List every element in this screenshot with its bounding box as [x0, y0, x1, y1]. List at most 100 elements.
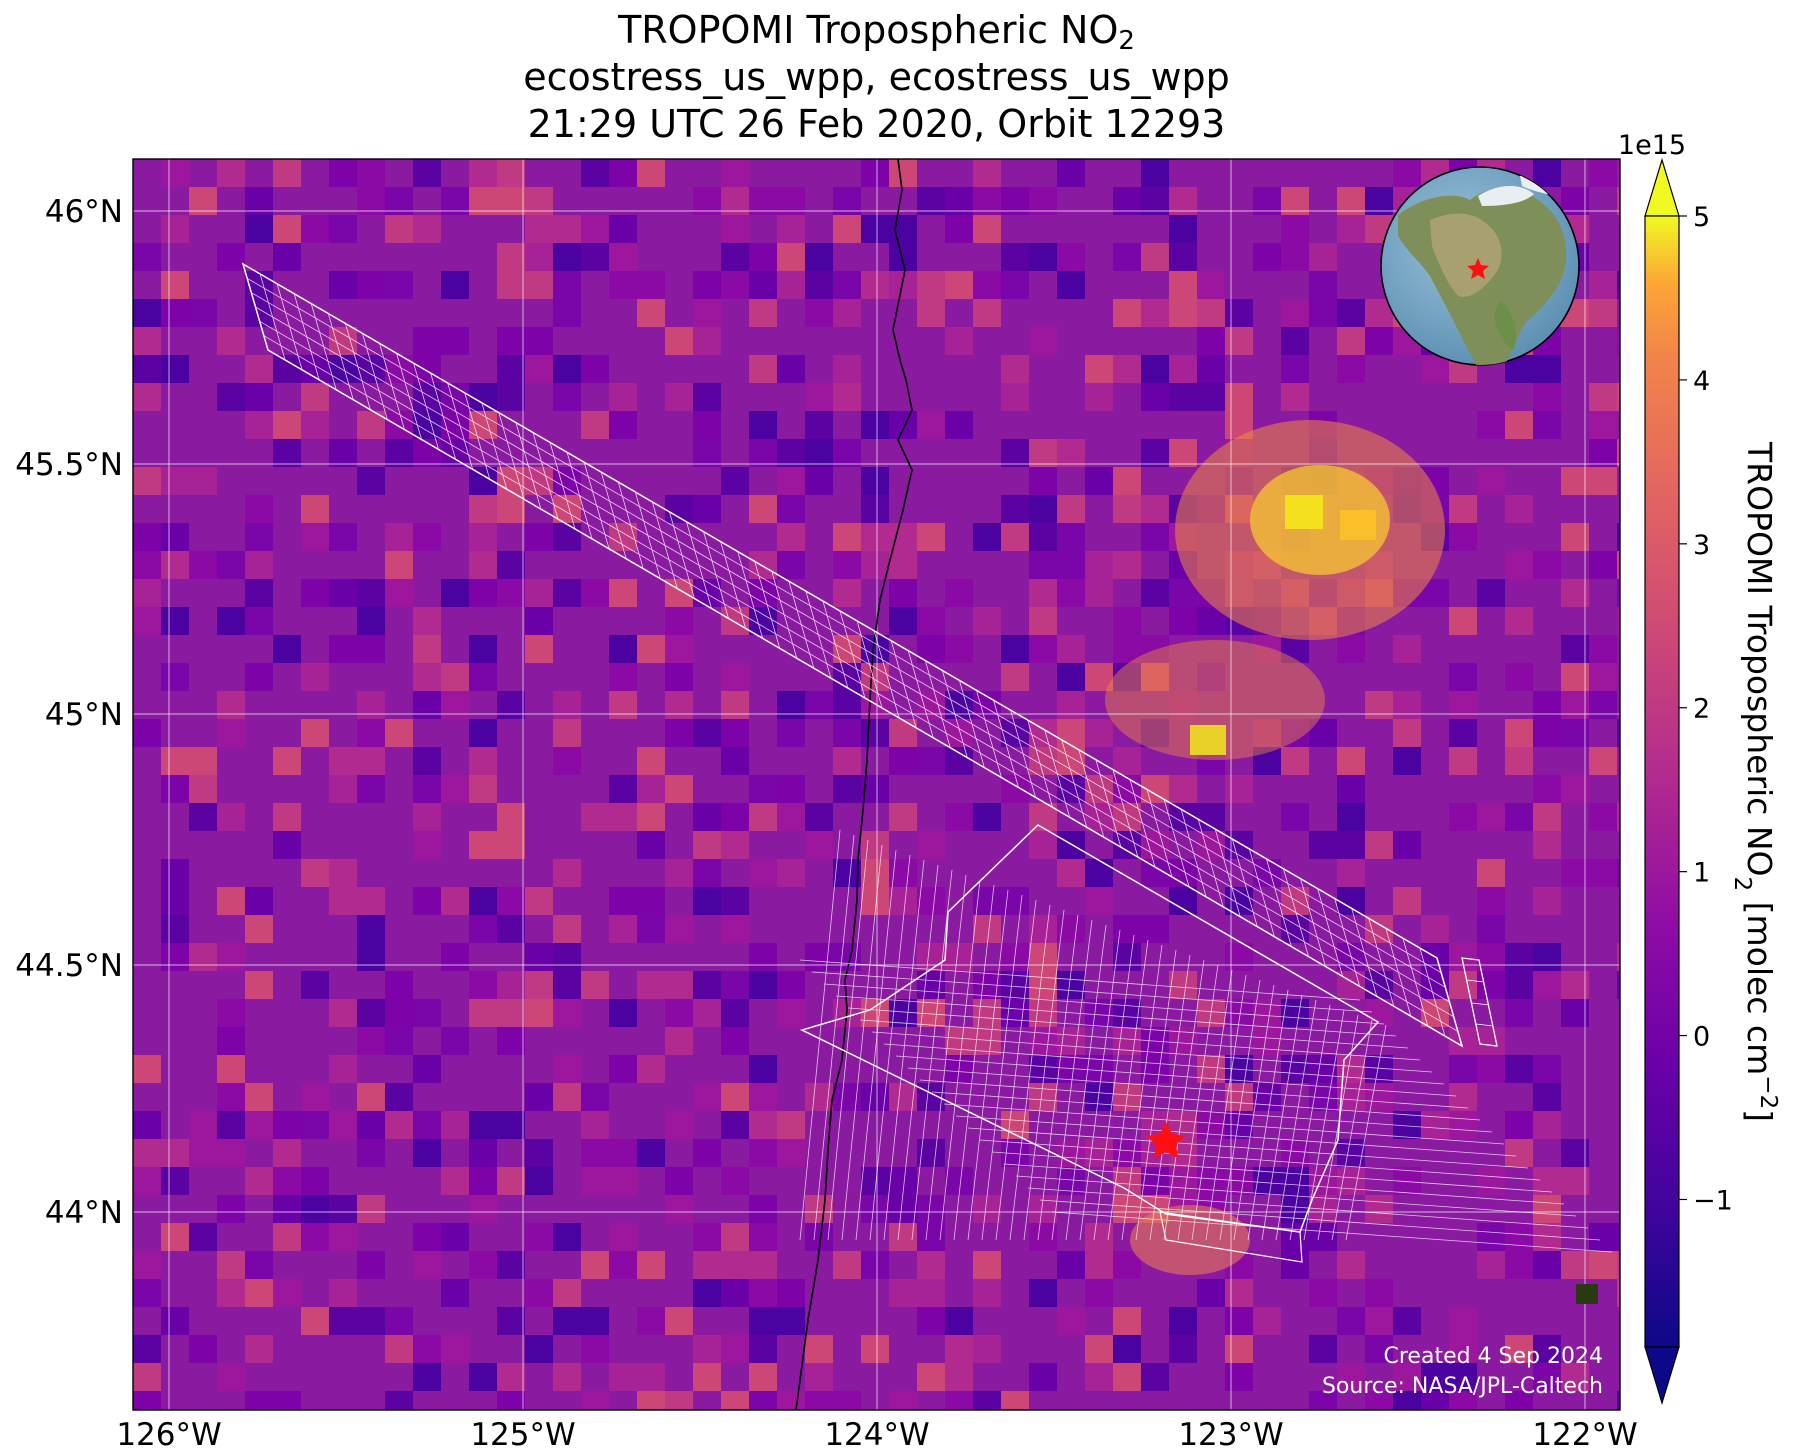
credit-source: Source: NASA/JPL-Caltech	[1322, 1374, 1603, 1399]
no2-pixel	[581, 243, 609, 271]
no2-pixel	[973, 187, 1001, 215]
no2-pixel	[1505, 719, 1533, 747]
no2-pixel	[1141, 187, 1169, 215]
no2-pixel	[329, 355, 357, 383]
no2-pixel	[721, 1223, 749, 1251]
no2-pixel	[1309, 299, 1337, 327]
no2-pixel	[469, 887, 497, 915]
no2-pixel	[1617, 439, 1620, 467]
no2-pixel	[413, 439, 441, 467]
no2-pixel	[469, 551, 497, 579]
no2-pixel	[1449, 1307, 1477, 1335]
no2-pixel	[665, 383, 693, 411]
no2-pixel	[1169, 355, 1197, 383]
lon-tick-label: 126°W	[116, 1417, 221, 1453]
no2-pixel	[329, 775, 357, 803]
no2-pixel	[217, 383, 245, 411]
no2-pixel	[1113, 1307, 1141, 1335]
no2-pixel	[329, 1307, 357, 1335]
no2-pixel	[553, 1279, 581, 1307]
no2-pixel	[1057, 271, 1085, 299]
no2-pixel	[1617, 971, 1620, 999]
no2-pixel	[1337, 1363, 1365, 1391]
no2-pixel	[1197, 663, 1225, 691]
no2-pixel	[1281, 1251, 1309, 1279]
no2-pixel	[1561, 1251, 1589, 1279]
no2-pixel	[189, 551, 217, 579]
no2-pixel	[1001, 383, 1029, 411]
no2-pixel	[469, 1363, 497, 1391]
no2-pixel	[1113, 943, 1141, 971]
no2-pixel	[189, 299, 217, 327]
no2-pixel	[833, 355, 861, 383]
no2-pixel	[245, 1335, 273, 1363]
no2-pixel	[609, 1223, 637, 1251]
no2-pixel	[917, 1223, 945, 1251]
no2-pixel	[1113, 635, 1141, 663]
no2-pixel	[889, 1195, 917, 1223]
no2-pixel	[1589, 271, 1617, 299]
no2-pixel	[301, 383, 329, 411]
no2-pixel	[161, 551, 189, 579]
no2-pixel	[189, 187, 217, 215]
no2-pixel	[889, 719, 917, 747]
no2-pixel	[1337, 747, 1365, 775]
no2-pixel	[1001, 635, 1029, 663]
no2-pixel	[1085, 1139, 1113, 1167]
no2-pixel	[413, 635, 441, 663]
no2-pixel	[1169, 383, 1197, 411]
no2-plume	[1105, 420, 1445, 1275]
no2-pixel	[721, 271, 749, 299]
no2-pixel	[945, 803, 973, 831]
no2-pixel	[917, 887, 945, 915]
no2-pixel	[133, 607, 161, 635]
no2-pixel	[721, 1083, 749, 1111]
no2-pixel	[357, 1083, 385, 1111]
no2-pixel	[693, 1335, 721, 1363]
no2-pixel	[1421, 999, 1449, 1027]
no2-pixel	[1113, 999, 1141, 1027]
no2-pixel	[665, 971, 693, 999]
no2-pixel	[1029, 971, 1057, 999]
no2-pixel	[1225, 831, 1253, 859]
no2-pixel	[161, 467, 189, 495]
no2-pixel	[1477, 1251, 1505, 1279]
no2-pixel	[1589, 635, 1617, 663]
no2-pixel	[1281, 803, 1309, 831]
no2-pixel	[497, 1307, 525, 1335]
no2-pixel	[1393, 719, 1421, 747]
no2-pixel	[693, 1139, 721, 1167]
no2-pixel	[273, 243, 301, 271]
no2-pixel	[133, 1111, 161, 1139]
no2-pixel	[749, 243, 777, 271]
no2-pixel	[1421, 1363, 1449, 1391]
no2-pixel	[1029, 327, 1057, 355]
no2-pixel	[161, 271, 189, 299]
no2-pixel	[1057, 831, 1085, 859]
no2-pixel	[301, 579, 329, 607]
no2-pixel	[553, 719, 581, 747]
no2-pixel	[525, 187, 553, 215]
no2-pixel	[273, 747, 301, 775]
no2-pixel	[1365, 1279, 1393, 1307]
no2-pixel	[273, 831, 301, 859]
no2-pixel	[1477, 1223, 1505, 1251]
no2-pixel	[581, 1167, 609, 1195]
no2-pixel	[273, 1139, 301, 1167]
no2-pixel	[1085, 1083, 1113, 1111]
no2-pixel	[497, 915, 525, 943]
no2-pixel	[1253, 719, 1281, 747]
no2-pixel	[917, 1363, 945, 1391]
no2-pixel	[833, 187, 861, 215]
no2-pixel	[1365, 1391, 1393, 1410]
no2-pixel	[1309, 719, 1337, 747]
no2-pixel	[1337, 327, 1365, 355]
no2-pixel	[1029, 635, 1057, 663]
no2-pixel	[385, 579, 413, 607]
no2-pixel	[525, 523, 553, 551]
no2-pixel	[1057, 243, 1085, 271]
no2-pixel	[1253, 635, 1281, 663]
no2-pixel	[133, 1335, 161, 1363]
no2-pixel	[497, 1251, 525, 1279]
